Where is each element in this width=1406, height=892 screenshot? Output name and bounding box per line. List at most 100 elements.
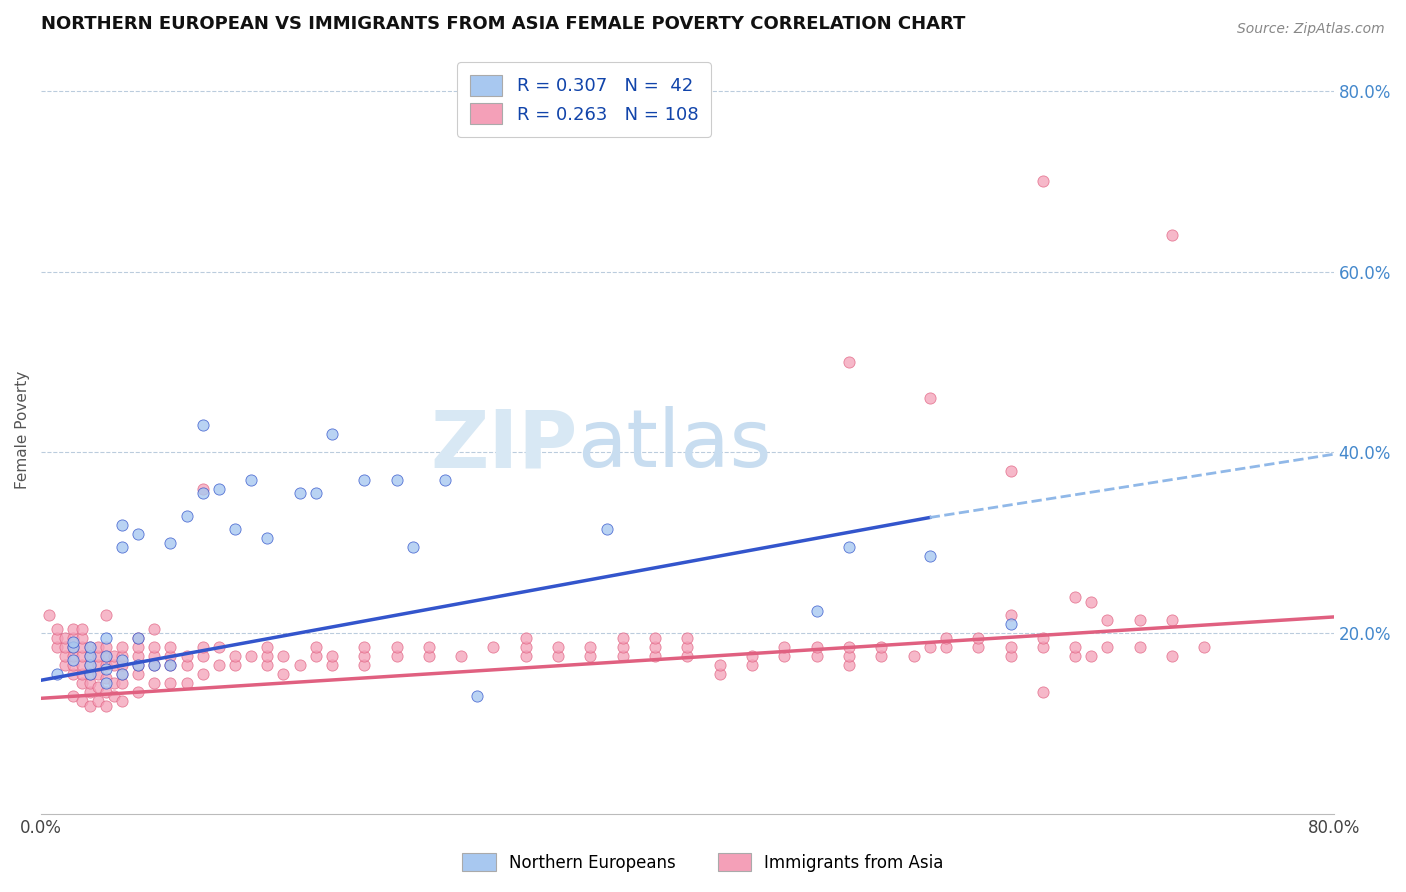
Point — [353, 640, 375, 654]
Point — [838, 657, 860, 672]
Point — [38, 608, 60, 623]
Point — [806, 648, 828, 663]
Point — [70, 657, 93, 672]
Point — [79, 666, 101, 681]
Point — [1000, 608, 1022, 623]
Point — [86, 666, 108, 681]
Point — [111, 666, 134, 681]
Point — [127, 685, 149, 699]
Point — [86, 681, 108, 695]
Point — [579, 640, 602, 654]
Point — [62, 648, 84, 663]
Point — [111, 666, 134, 681]
Point — [159, 648, 181, 663]
Point — [240, 473, 263, 487]
Text: atlas: atlas — [578, 406, 772, 484]
Point — [70, 666, 93, 681]
Point — [127, 631, 149, 645]
Point — [79, 698, 101, 713]
Point — [62, 640, 84, 654]
Point — [1032, 640, 1054, 654]
Point — [741, 648, 763, 663]
Point — [53, 657, 76, 672]
Point — [838, 640, 860, 654]
Point — [515, 640, 537, 654]
Point — [515, 648, 537, 663]
Point — [1032, 685, 1054, 699]
Point — [127, 648, 149, 663]
Point — [256, 531, 278, 545]
Point — [838, 541, 860, 555]
Point — [256, 648, 278, 663]
Point — [62, 622, 84, 636]
Point — [62, 666, 84, 681]
Point — [111, 541, 134, 555]
Point — [127, 640, 149, 654]
Point — [62, 635, 84, 649]
Point — [288, 486, 311, 500]
Point — [547, 648, 569, 663]
Point — [612, 640, 634, 654]
Point — [111, 517, 134, 532]
Point — [62, 653, 84, 667]
Point — [111, 676, 134, 690]
Point — [94, 698, 117, 713]
Point — [111, 640, 134, 654]
Point — [918, 640, 941, 654]
Point — [321, 657, 343, 672]
Point — [79, 648, 101, 663]
Point — [240, 648, 263, 663]
Point — [70, 640, 93, 654]
Point — [838, 648, 860, 663]
Point — [273, 648, 295, 663]
Point — [305, 486, 328, 500]
Point — [143, 657, 166, 672]
Point — [1064, 648, 1087, 663]
Point — [70, 694, 93, 708]
Text: Source: ZipAtlas.com: Source: ZipAtlas.com — [1237, 22, 1385, 37]
Point — [1080, 648, 1102, 663]
Point — [612, 631, 634, 645]
Point — [79, 648, 101, 663]
Point — [70, 676, 93, 690]
Point — [86, 648, 108, 663]
Point — [143, 657, 166, 672]
Point — [127, 657, 149, 672]
Point — [273, 666, 295, 681]
Point — [676, 640, 699, 654]
Point — [305, 648, 328, 663]
Point — [935, 631, 957, 645]
Point — [94, 657, 117, 672]
Point — [1064, 640, 1087, 654]
Point — [967, 640, 990, 654]
Point — [103, 690, 125, 704]
Point — [208, 482, 231, 496]
Point — [385, 640, 408, 654]
Point — [288, 657, 311, 672]
Point — [644, 631, 666, 645]
Point — [1129, 640, 1152, 654]
Point — [79, 657, 101, 672]
Point — [256, 657, 278, 672]
Point — [224, 657, 246, 672]
Point — [79, 640, 101, 654]
Point — [1097, 640, 1119, 654]
Point — [46, 640, 69, 654]
Point — [191, 486, 214, 500]
Point — [70, 622, 93, 636]
Point — [773, 640, 796, 654]
Point — [870, 648, 893, 663]
Point — [70, 648, 93, 663]
Point — [224, 648, 246, 663]
Point — [79, 685, 101, 699]
Point — [434, 473, 457, 487]
Point — [385, 648, 408, 663]
Point — [191, 666, 214, 681]
Point — [1161, 228, 1184, 243]
Point — [53, 640, 76, 654]
Point — [159, 676, 181, 690]
Point — [1161, 613, 1184, 627]
Point — [1000, 617, 1022, 632]
Point — [86, 640, 108, 654]
Point — [418, 648, 440, 663]
